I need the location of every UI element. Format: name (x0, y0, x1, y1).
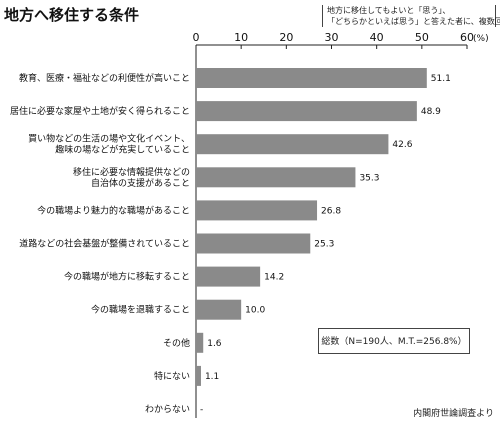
category-label: 趣味の場などが充実していること (55, 144, 190, 156)
category-label: 今の職場より魅力的な職場があること (37, 204, 190, 216)
bar-value-label: 14.2 (264, 273, 284, 283)
category-label: その他 (163, 337, 190, 349)
bar-value-label: 25.3 (314, 240, 334, 250)
category-label: わからない (145, 404, 190, 415)
bar (196, 167, 356, 188)
x-tick-label: 0 (193, 31, 200, 44)
bar-value-label: 26.8 (321, 206, 341, 216)
chart-title: 地方へ移住する条件 (4, 6, 140, 24)
x-tick-label: 50 (415, 31, 429, 44)
bar (196, 68, 427, 88)
bar-value-label: 10.0 (245, 306, 265, 316)
bar (196, 365, 201, 386)
bar-value-label: 48.9 (421, 107, 441, 117)
survey-note-line-2: 「どちらかといえば思う」と答えた者に、複数回答 (327, 17, 500, 26)
category-label: 道路などの社会基盤が整備されていること (19, 238, 190, 250)
x-tick-label: 60 (460, 31, 474, 44)
bar (196, 332, 204, 353)
category-label: 居住に必要な家屋や土地が安く得られること (10, 105, 190, 117)
bar (196, 134, 389, 155)
bar-value-label: 1.6 (207, 339, 222, 349)
bar (196, 101, 417, 122)
category-label: 今の職場が地方に移転すること (64, 271, 190, 283)
bar-value-label: 35.3 (359, 173, 379, 183)
bar-value-label: 51.1 (431, 74, 451, 84)
x-tick-label: 10 (234, 31, 248, 44)
bar-value-label: 42.6 (392, 140, 412, 150)
x-tick-label: 20 (279, 31, 293, 44)
bar (196, 200, 318, 221)
category-label: 特にない (154, 370, 190, 382)
survey-note-line-1: 地方に移住してもよいと「思う」、 (327, 6, 451, 15)
summary-box: 総数（N=190人、M.T.=256.8%） (318, 328, 470, 354)
x-tick-label: 30 (325, 31, 339, 44)
category-label: 移住に必要な情報提供などの (73, 166, 190, 178)
category-label: 教育、医療・福祉などの利便性が高いこと (19, 72, 190, 84)
survey-note: 地方に移住してもよいと「思う」、 「どちらかといえば思う」と答えた者に、複数回答 (322, 5, 500, 27)
bar (196, 299, 242, 320)
x-unit-label: (%) (473, 34, 489, 44)
bar-value-label: - (200, 405, 203, 415)
bar (196, 233, 311, 254)
category-label: 今の職場を退職すること (91, 304, 190, 316)
category-label: 買い物などの生活の場や文化イベント、 (28, 133, 190, 145)
source-note: 内閣府世論調査より (413, 409, 494, 419)
bar (196, 266, 261, 287)
category-label: 自治体の支援があること (91, 177, 190, 189)
x-tick-label: 40 (370, 31, 384, 44)
bar-value-label: 1.1 (205, 372, 219, 382)
